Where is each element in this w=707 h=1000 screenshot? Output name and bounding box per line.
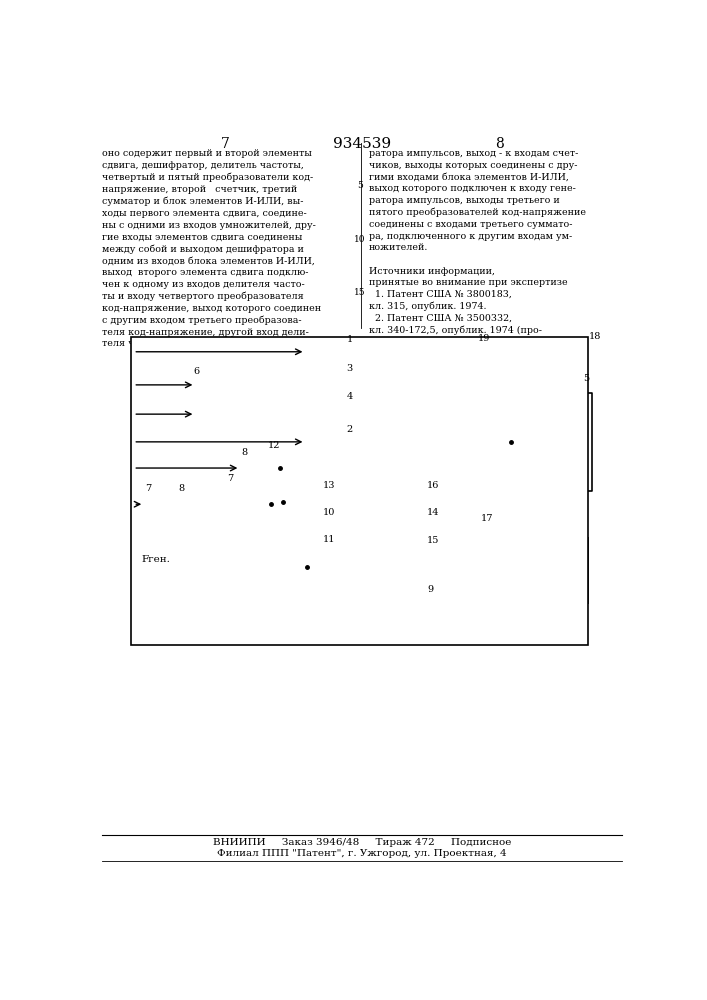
Bar: [391, 491, 431, 513]
Bar: [240, 458, 268, 478]
Text: 10: 10: [354, 235, 366, 244]
Text: 16: 16: [427, 481, 440, 490]
Bar: [437, 431, 474, 453]
Bar: [286, 518, 327, 540]
Text: 11: 11: [322, 534, 335, 544]
Text: 2: 2: [346, 425, 353, 434]
Bar: [226, 483, 267, 507]
Text: 8: 8: [495, 137, 503, 151]
Bar: [305, 341, 346, 363]
Text: 10: 10: [322, 508, 335, 517]
Text: 7: 7: [227, 474, 233, 483]
Text: 9: 9: [427, 585, 433, 594]
Text: 4: 4: [346, 392, 353, 401]
Text: 8: 8: [241, 448, 247, 457]
Text: 15: 15: [354, 288, 366, 297]
Text: 7: 7: [221, 137, 230, 151]
Bar: [437, 372, 477, 393]
Text: 934539: 934539: [333, 137, 391, 151]
Bar: [305, 369, 346, 391]
Text: 19: 19: [478, 334, 491, 343]
Text: 6: 6: [194, 367, 200, 376]
Text: 5: 5: [583, 374, 590, 383]
Text: 12: 12: [267, 441, 280, 450]
Bar: [195, 377, 230, 430]
Bar: [546, 379, 583, 405]
Text: 3: 3: [346, 364, 353, 373]
Text: 5: 5: [357, 181, 363, 190]
Bar: [383, 593, 431, 614]
Bar: [286, 545, 327, 567]
Bar: [144, 494, 169, 514]
Bar: [305, 431, 346, 453]
Bar: [437, 341, 477, 363]
Text: 15: 15: [427, 536, 440, 545]
Bar: [437, 400, 474, 422]
Bar: [305, 398, 346, 420]
Bar: [131, 337, 588, 645]
Bar: [134, 451, 276, 570]
Text: 14: 14: [427, 508, 440, 517]
Text: 7: 7: [145, 484, 151, 493]
Text: 17: 17: [481, 514, 493, 523]
Bar: [391, 547, 431, 568]
Text: ратора импульсов, выход - к входам счет-
чиков, выходы которых соединены с дру-
: ратора импульсов, выход - к входам счет-…: [369, 149, 586, 347]
Bar: [177, 494, 202, 514]
Text: оно содержит первый и второй элементы
сдвига, дешифратор, делитель частоты,
четв: оно содержит первый и второй элементы сд…: [103, 149, 322, 348]
Bar: [445, 524, 485, 549]
Text: 13: 13: [322, 481, 335, 490]
Text: ВНИИПИ     Заказ 3946/48     Тираж 472     Подписное: ВНИИПИ Заказ 3946/48 Тираж 472 Подписное: [213, 838, 511, 847]
Text: 1: 1: [346, 335, 353, 344]
Text: 18: 18: [589, 332, 602, 341]
Text: 8: 8: [178, 484, 185, 493]
Bar: [391, 518, 431, 540]
Text: Филиал ППП "Патент", г. Ужгород, ул. Проектная, 4: Филиал ППП "Патент", г. Ужгород, ул. Про…: [217, 849, 507, 858]
Bar: [286, 491, 327, 513]
Text: Fген.: Fген.: [141, 555, 170, 564]
